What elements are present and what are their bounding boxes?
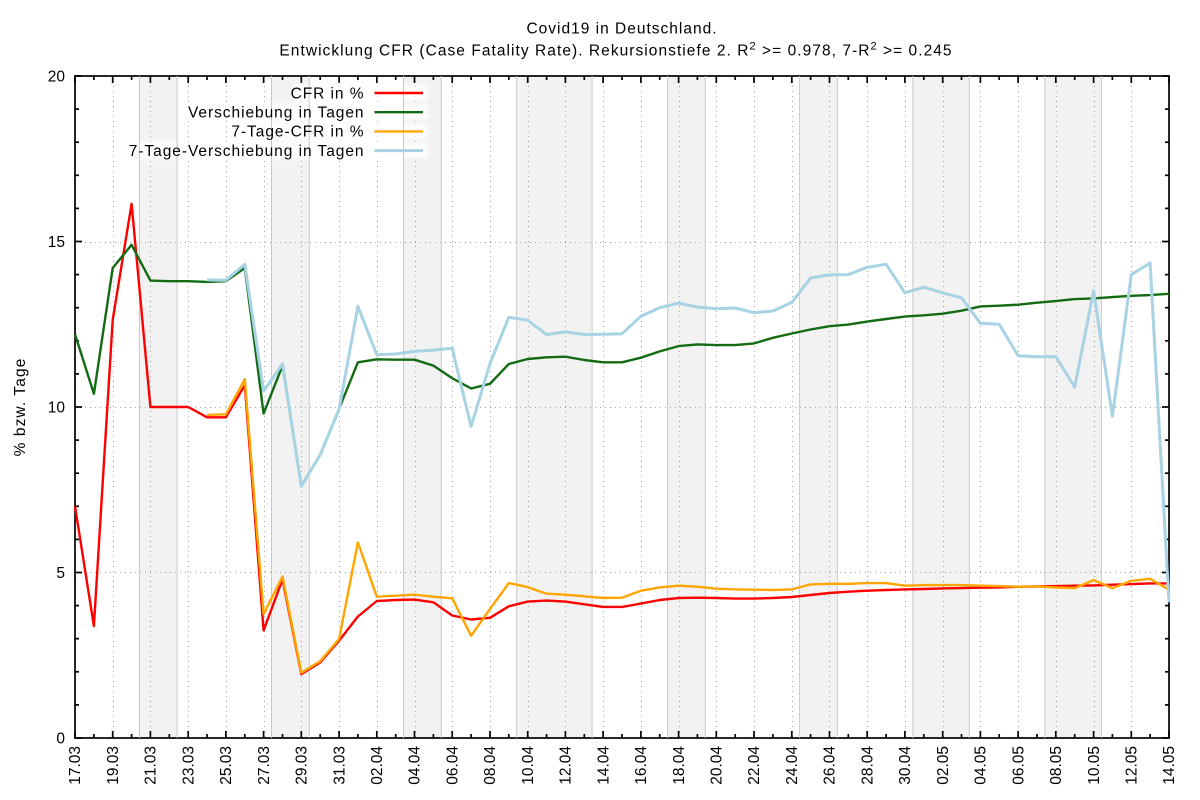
svg-text:04.05: 04.05 (973, 746, 990, 785)
svg-text:08.04: 08.04 (482, 746, 499, 785)
svg-text:10: 10 (48, 400, 66, 417)
svg-text:02.05: 02.05 (935, 746, 952, 785)
svg-text:21.03: 21.03 (143, 746, 160, 785)
svg-text:14.04: 14.04 (595, 746, 612, 785)
svg-text:22.04: 22.04 (746, 746, 763, 785)
svg-text:Verschiebung in Tagen: Verschiebung in Tagen (188, 105, 365, 122)
svg-text:10.04: 10.04 (520, 746, 537, 785)
svg-text:12.05: 12.05 (1124, 746, 1141, 785)
svg-text:29.03: 29.03 (294, 746, 311, 785)
svg-text:Covid19 in Deutschland.: Covid19 in Deutschland. (526, 21, 717, 38)
svg-text:26.04: 26.04 (822, 746, 839, 785)
svg-text:CFR in %: CFR in % (291, 85, 365, 102)
svg-text:18.04: 18.04 (671, 746, 688, 785)
svg-text:19.03: 19.03 (105, 746, 122, 785)
svg-text:06.05: 06.05 (1010, 746, 1027, 785)
svg-text:02.04: 02.04 (369, 746, 386, 785)
svg-text:20: 20 (48, 69, 66, 86)
svg-text:14.05: 14.05 (1161, 746, 1178, 785)
svg-text:7-Tage-CFR in %: 7-Tage-CFR in % (231, 124, 364, 141)
svg-text:27.03: 27.03 (256, 746, 273, 785)
svg-text:25.03: 25.03 (218, 746, 235, 785)
svg-text:% bzw. Tage: % bzw. Tage (12, 358, 29, 457)
svg-text:28.04: 28.04 (859, 746, 876, 785)
svg-text:20.04: 20.04 (709, 746, 726, 785)
svg-text:24.04: 24.04 (784, 746, 801, 785)
svg-text:04.04: 04.04 (407, 746, 424, 785)
svg-text:17.03: 17.03 (67, 746, 84, 785)
svg-text:31.03: 31.03 (331, 746, 348, 785)
svg-text:12.04: 12.04 (558, 746, 575, 785)
svg-text:30.04: 30.04 (897, 746, 914, 785)
svg-text:16.04: 16.04 (633, 746, 650, 785)
svg-text:5: 5 (56, 565, 65, 582)
svg-text:15: 15 (48, 234, 65, 251)
svg-text:7-Tage-Verschiebung in Tagen: 7-Tage-Verschiebung in Tagen (129, 143, 365, 160)
svg-text:23.03: 23.03 (180, 746, 197, 785)
svg-text:0: 0 (56, 731, 65, 748)
svg-text:06.04: 06.04 (444, 746, 461, 785)
svg-text:08.05: 08.05 (1048, 746, 1065, 785)
svg-text:10.05: 10.05 (1086, 746, 1103, 785)
svg-text:Entwicklung CFR (Case Fatality: Entwicklung CFR (Case Fatality Rate). Re… (279, 41, 952, 60)
